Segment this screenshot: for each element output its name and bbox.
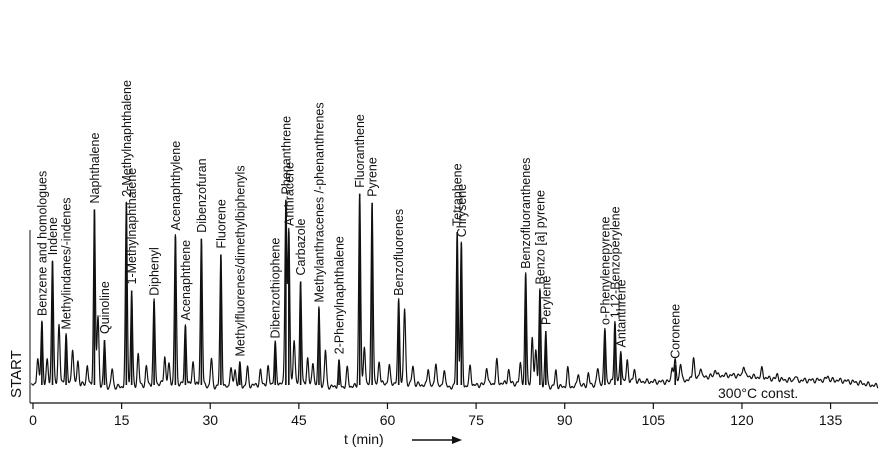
x-tick-label-0: 0 [29, 412, 37, 428]
peak-label-19: Fluoranthene [353, 114, 367, 188]
peak-label-9: Acenaphthene [179, 240, 193, 321]
peak-label-25: Benzo [a] pyrene [533, 190, 547, 285]
x-tick-label-45: 45 [291, 412, 307, 428]
peak-label-11: Fluorene [214, 199, 228, 248]
peak-label-12: Methylfluorenes/dimethylbiphenyls [233, 165, 247, 356]
peak-label-0: Benzene and homologues [35, 171, 49, 316]
temperature-note: 300°C const. [718, 385, 798, 401]
peak-label-13: Dibenzothiophene [269, 238, 283, 339]
x-tick-label-60: 60 [380, 412, 396, 428]
time-arrow-icon [412, 436, 462, 444]
peak-label-16: Carbazole [294, 218, 308, 275]
x-tick-label-105: 105 [642, 412, 666, 428]
peak-label-10: Dibenzofuran [195, 158, 209, 232]
peak-label-22: Tetraphene [451, 163, 465, 226]
peak-label-20: Pyrene [366, 157, 380, 197]
x-tick-label-120: 120 [730, 412, 754, 428]
peak-label-5: 2-Methylnaphthalene [120, 80, 134, 197]
peak-label-8: Acenaphthylene [169, 141, 183, 231]
peak-label-17: Methylanthracenes /-phenanthrenes [312, 102, 326, 302]
peak-label-15: Anthracene [282, 162, 296, 226]
chromatogram-trace-group [30, 193, 879, 390]
peak-label-29: Antanthrene [614, 279, 628, 347]
peak-label-6: 1-Methylnaphthalene [125, 168, 139, 285]
peak-label-26: Perylene [539, 276, 553, 325]
peak-label-21: Benzofluorenes [392, 209, 406, 296]
start-label: START [8, 350, 25, 398]
peak-label-2: Methylindanes/-indenes [60, 197, 74, 329]
x-tick-label-75: 75 [468, 412, 484, 428]
x-axis-ticks: 0 15 30 45 60 75 90 105 120 135 [29, 403, 842, 428]
x-tick-label-135: 135 [819, 412, 843, 428]
peak-label-23: Chrysene [455, 184, 469, 238]
chromatogram-trace [30, 193, 879, 390]
peak-label-14: Phenanthrene [279, 116, 293, 195]
peak-label-30: Coronene [669, 304, 683, 359]
peak-label-7: Diphenyl [148, 247, 162, 296]
peak-label-1: Indene [46, 217, 60, 255]
x-tick-label-30: 30 [202, 412, 218, 428]
peak-label-27: o-Phenylenepyrene [598, 217, 612, 325]
x-axis-title: t (min) [344, 431, 384, 447]
x-tick-label-90: 90 [557, 412, 573, 428]
peak-label-3: Naphthalene [88, 133, 102, 204]
x-tick-label-15: 15 [114, 412, 130, 428]
peak-label-18: 2-Phenylnaphthalene [333, 236, 347, 354]
peak-label-24: Benzofluoranthenes [519, 158, 533, 269]
peak-label-28: 1,12-Benzoperylene [608, 206, 622, 318]
peak-label-4: Quinoline [98, 281, 112, 334]
